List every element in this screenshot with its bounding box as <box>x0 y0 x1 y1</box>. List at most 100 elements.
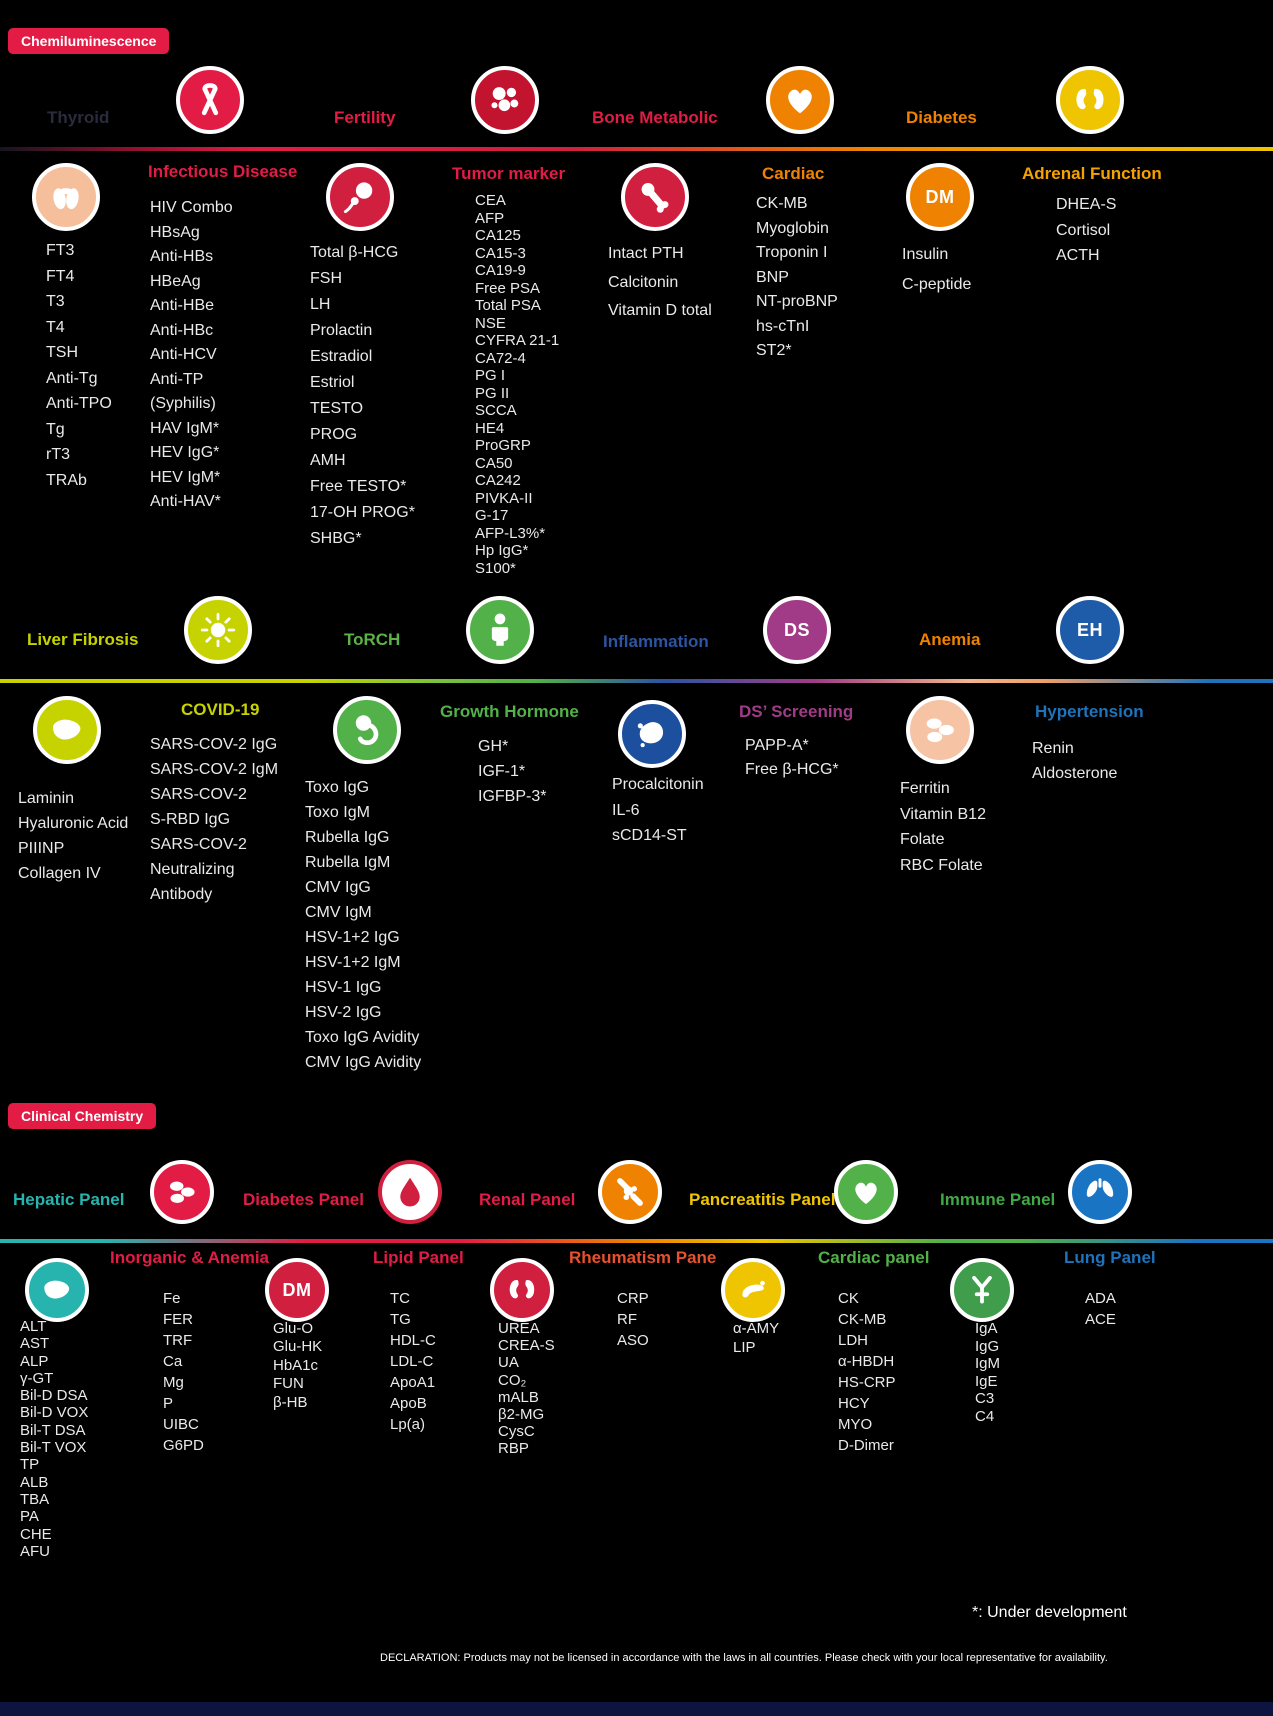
test-item: T3 <box>46 293 65 310</box>
category-label-thyroid: Thyroid <box>47 108 110 127</box>
test-item: CRP <box>617 1290 649 1307</box>
test-item: DHEA-S <box>1056 196 1117 213</box>
test-item: Cortisol <box>1056 221 1111 239</box>
category-label-inflammation: Inflammation <box>603 632 709 651</box>
category-label-lipid-panel: Lipid Panel <box>373 1248 464 1267</box>
test-item: LIP <box>733 1338 756 1356</box>
test-item: Free TESTO* <box>310 478 407 495</box>
test-item: Bil-D VOX <box>20 1404 89 1422</box>
ds-screening-test-list: PAPP-A* Free β-HCG* <box>745 734 839 782</box>
test-item: Troponin I <box>756 244 828 261</box>
category-label-immune-panel: Immune Panel <box>940 1190 1056 1209</box>
test-item: CHE <box>20 1525 52 1543</box>
test-item: β-HB <box>273 1393 308 1411</box>
under-development-note: *: Under development <box>972 1604 1127 1621</box>
tumor-cells-icon <box>471 66 539 134</box>
test-item: HSV-1+2 IgG <box>305 929 400 946</box>
test-item: TSH <box>46 344 78 361</box>
divider-gradient-3 <box>0 1239 1273 1243</box>
pancreas-icon <box>721 1258 785 1322</box>
test-item: ADA <box>1085 1290 1116 1307</box>
test-item: ST2* <box>756 342 792 359</box>
test-item: Anti-TP <box>150 370 204 388</box>
test-item: SARS-COV-2 <box>150 786 247 803</box>
test-item: Fe <box>163 1290 181 1307</box>
test-item: RF <box>617 1311 637 1328</box>
category-label-renal-panel: Renal Panel <box>479 1190 576 1209</box>
diabetes-panel-dm-icon: DM <box>265 1258 329 1322</box>
tumor-marker-test-list: CEA AFP CA125 CA15-3 CA19-9 Free PSA Total PSA… <box>475 192 559 577</box>
test-item: LDH <box>838 1332 869 1349</box>
test-item: Total PSA <box>475 297 541 314</box>
test-item: FSH <box>310 270 342 287</box>
test-item: Estradiol <box>310 348 373 365</box>
test-item: Bil-D DSA <box>20 1387 88 1405</box>
growth-hormone-test-list: GH* IGF-1* IGFBP-3* <box>478 734 546 809</box>
ds-text: DS <box>783 619 810 640</box>
bone-metabolic-test-list: Intact PTH Calcitonin Vitamin D total <box>608 240 712 326</box>
category-label-fertility: Fertility <box>334 108 396 127</box>
test-item: CA15-3 <box>475 244 526 262</box>
test-item: HIV Combo <box>150 199 233 216</box>
test-item: β2-MG <box>498 1406 545 1424</box>
chemiluminescence-badge: Chemiluminescence <box>8 28 170 54</box>
category-label-hepatic-panel: Hepatic Panel <box>13 1190 125 1209</box>
inflammation-cell-icon <box>618 700 686 768</box>
test-item: Vitamin B12 <box>900 805 986 823</box>
test-item: UA <box>498 1354 519 1372</box>
test-item: rT3 <box>46 446 70 463</box>
fertility-egg-sperm-icon <box>326 163 394 231</box>
hepatic-liver-icon <box>25 1258 89 1322</box>
anemia-blood-cells-icon <box>906 696 974 764</box>
adrenal-test-list: DHEA-S Cortisol ACTH <box>1056 192 1116 269</box>
test-item: Hyaluronic Acid <box>18 815 129 832</box>
fertility-test-list: Total β-HCG FSH LH Prolactin Estradiol Estrio… <box>310 240 415 552</box>
test-item: CK <box>838 1290 859 1307</box>
heart-icon <box>766 66 834 134</box>
test-item: Lp(a) <box>390 1416 426 1433</box>
test-item: C3 <box>975 1390 995 1408</box>
test-item: SCCA <box>475 402 517 419</box>
test-item: Tg <box>46 420 65 438</box>
category-label-bone-metabolic: Bone Metabolic <box>592 108 718 127</box>
thyroid-test-list: FT3 FT4 T3 T4 TSH Anti-Tg Anti-TPO Tg rT3 TRAb <box>46 238 112 493</box>
test-item: Mg <box>163 1374 184 1391</box>
test-item: Total β-HCG <box>310 244 399 261</box>
inflammation-test-list: Procalcitonin IL-6 sCD14-ST <box>612 772 704 849</box>
declaration-note: DECLARATION: Products may not be license… <box>380 1652 1108 1664</box>
test-item: S-RBD IgG <box>150 811 231 828</box>
test-item: RBC Folate <box>900 856 983 874</box>
test-item: C4 <box>975 1407 995 1425</box>
category-label-inorganic-anemia: Inorganic & Anemia <box>110 1248 270 1267</box>
hypertension-eh-icon: EH <box>1056 596 1124 664</box>
test-item: G6PD <box>163 1437 204 1454</box>
test-item: Antibody <box>150 886 213 903</box>
test-item: SARS-COV-2 IgG <box>150 736 278 753</box>
test-item: hs-cTnI <box>756 317 810 335</box>
inorganic-test-list: Fe FER TRF Ca Mg P UIBC G6PD <box>163 1288 204 1456</box>
test-item: Anti-HBs <box>150 248 214 265</box>
test-item: Ca <box>163 1353 183 1370</box>
test-item: mALB <box>498 1388 539 1406</box>
test-item: Procalcitonin <box>612 776 704 793</box>
thyroid-gland-icon <box>32 163 100 231</box>
test-item: MYO <box>838 1416 873 1433</box>
test-item: D-Dimer <box>838 1437 894 1454</box>
test-item: Anti-HBe <box>150 297 215 314</box>
test-item: Prolactin <box>310 322 373 339</box>
test-item: Free PSA <box>475 279 541 297</box>
category-label-diabetes-panel: Diabetes Panel <box>243 1190 364 1209</box>
liver-fibrosis-test-list: Laminin Hyaluronic Acid PIIINP Collagen IV <box>18 786 128 886</box>
test-item: Laminin <box>18 790 75 807</box>
dm-text: DM <box>925 186 955 207</box>
test-item: CA19-9 <box>475 262 526 279</box>
test-item: CA72-4 <box>475 349 526 367</box>
test-item: FT4 <box>46 267 75 285</box>
test-item: P <box>163 1395 174 1412</box>
test-item: ALT <box>20 1318 47 1335</box>
test-item: T4 <box>46 318 65 336</box>
test-item: CYFRA 21-1 <box>475 332 560 349</box>
test-item: Anti-Tg <box>46 369 98 387</box>
diabetes-test-list: Insulin C-peptide <box>902 240 971 300</box>
test-item: TRF <box>163 1332 193 1349</box>
